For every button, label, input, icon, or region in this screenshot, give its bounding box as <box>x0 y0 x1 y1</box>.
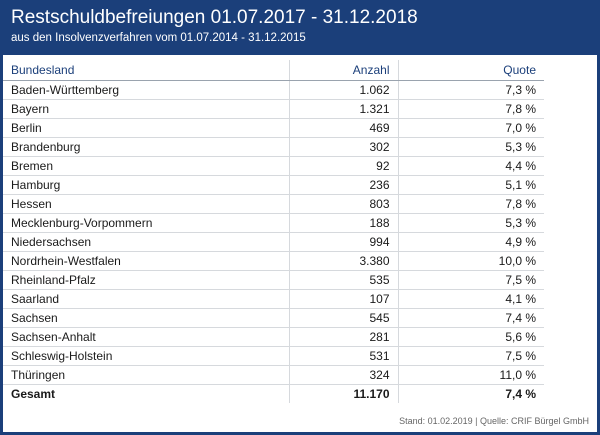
cell-anzahl: 3.380 <box>289 251 399 271</box>
table-row: Brandenburg 302 5,3 % <box>3 137 597 157</box>
cell-bundesland: Bremen <box>3 156 290 176</box>
cell-anzahl: 281 <box>289 327 399 347</box>
column-header-bundesland: Bundesland <box>3 60 290 81</box>
table-row: Bremen 92 4,4 % <box>3 156 597 176</box>
cell-anzahl: 324 <box>289 365 399 385</box>
page-title: Restschuldbefreiungen 01.07.2017 - 31.12… <box>11 7 418 28</box>
cell-quote: 5,3 % <box>398 137 544 157</box>
cell-quote: 7,5 % <box>398 346 544 366</box>
cell-quote: 10,0 % <box>398 251 544 271</box>
total-cell-quote: 7,4 % <box>505 387 536 401</box>
cell-quote: 11,0 % <box>398 365 544 385</box>
cell-bundesland: Sachsen-Anhalt <box>3 327 290 347</box>
cell-bundesland: Bayern <box>3 99 290 119</box>
source-note: Stand: 01.02.2019 | Quelle: CRIF Bürgel … <box>399 416 589 426</box>
cell-anzahl: 107 <box>289 289 399 309</box>
cell-quote: 4,1 % <box>398 289 544 309</box>
table-row: Baden-Württemberg 1.062 7,3 % <box>3 80 597 100</box>
table-header-row: Bundesland Anzahl Quote <box>3 60 597 81</box>
cell-bundesland: Nordrhein-Westfalen <box>3 251 290 271</box>
cell-anzahl: 188 <box>289 213 399 233</box>
cell-quote: 4,4 % <box>398 156 544 176</box>
header: Restschuldbefreiungen 01.07.2017 - 31.12… <box>0 0 600 55</box>
table-row: Berlin 469 7,0 % <box>3 118 597 138</box>
cell-anzahl: 803 <box>289 194 399 214</box>
table-row: Niedersachsen 994 4,9 % <box>3 232 597 252</box>
cell-anzahl: 469 <box>289 118 399 138</box>
cell-bundesland: Mecklenburg-Vorpommern <box>3 213 290 233</box>
table-row: Bayern 1.321 7,8 % <box>3 99 597 119</box>
cell-quote: 4,9 % <box>398 232 544 252</box>
table-row: Rheinland-Pfalz 535 7,5 % <box>3 270 597 290</box>
cell-anzahl: 236 <box>289 175 399 195</box>
table-row: Schleswig-Holstein 531 7,5 % <box>3 346 597 366</box>
cell-bundesland: Hamburg <box>3 175 290 195</box>
table-card: Bundesland Anzahl Quote Baden-Württember… <box>3 55 597 432</box>
cell-bundesland: Hessen <box>3 194 290 214</box>
cell-quote: 7,0 % <box>398 118 544 138</box>
table-total-row: Gesamt 11.170 7,4 % <box>3 384 597 403</box>
cell-quote: 7,8 % <box>398 99 544 119</box>
cell-bundesland: Berlin <box>3 118 290 138</box>
table-row: Thüringen 324 11,0 % <box>3 365 597 385</box>
table-body: Baden-Württemberg 1.062 7,3 % Bayern 1.321 7,… <box>3 80 597 403</box>
table-row: Hamburg 236 5,1 % <box>3 175 597 195</box>
total-cell-bundesland: Gesamt <box>3 384 290 403</box>
cell-bundesland: Thüringen <box>3 365 290 385</box>
cell-anzahl: 92 <box>289 156 399 176</box>
table-row: Hessen 803 7,8 % <box>3 194 597 214</box>
table-row: Nordrhein-Westfalen 3.380 10,0 % <box>3 251 597 271</box>
cell-bundesland: Schleswig-Holstein <box>3 346 290 366</box>
cell-quote: 5,6 % <box>398 327 544 347</box>
table-row: Sachsen 545 7,4 % <box>3 308 597 328</box>
data-table: Bundesland Anzahl Quote Baden-Württember… <box>3 60 597 403</box>
cell-quote: 5,1 % <box>398 175 544 195</box>
column-header-quote: Quote <box>398 60 544 81</box>
cell-anzahl: 1.321 <box>289 99 399 119</box>
page-subtitle: aus den Insolvenzverfahren vom 01.07.201… <box>11 32 306 44</box>
cell-bundesland: Brandenburg <box>3 137 290 157</box>
cell-quote: 7,8 % <box>398 194 544 214</box>
column-header-anzahl: Anzahl <box>289 60 399 81</box>
cell-bundesland: Sachsen <box>3 308 290 328</box>
cell-quote: 7,3 % <box>398 80 544 100</box>
cell-quote: 7,5 % <box>398 270 544 290</box>
cell-quote: 7,4 % <box>398 308 544 328</box>
cell-anzahl: 545 <box>289 308 399 328</box>
cell-quote: 5,3 % <box>398 213 544 233</box>
cell-anzahl: 302 <box>289 137 399 157</box>
table-row: Mecklenburg-Vorpommern 188 5,3 % <box>3 213 597 233</box>
table-row: Sachsen-Anhalt 281 5,6 % <box>3 327 597 347</box>
cell-anzahl: 531 <box>289 346 399 366</box>
cell-anzahl: 1.062 <box>289 80 399 100</box>
table-row: Saarland 107 4,1 % <box>3 289 597 309</box>
cell-anzahl: 994 <box>289 232 399 252</box>
cell-bundesland: Baden-Württemberg <box>3 80 290 100</box>
cell-bundesland: Niedersachsen <box>3 232 290 252</box>
cell-bundesland: Saarland <box>3 289 290 309</box>
total-cell-anzahl: 11.170 <box>289 384 399 403</box>
cell-anzahl: 535 <box>289 270 399 290</box>
cell-bundesland: Rheinland-Pfalz <box>3 270 290 290</box>
